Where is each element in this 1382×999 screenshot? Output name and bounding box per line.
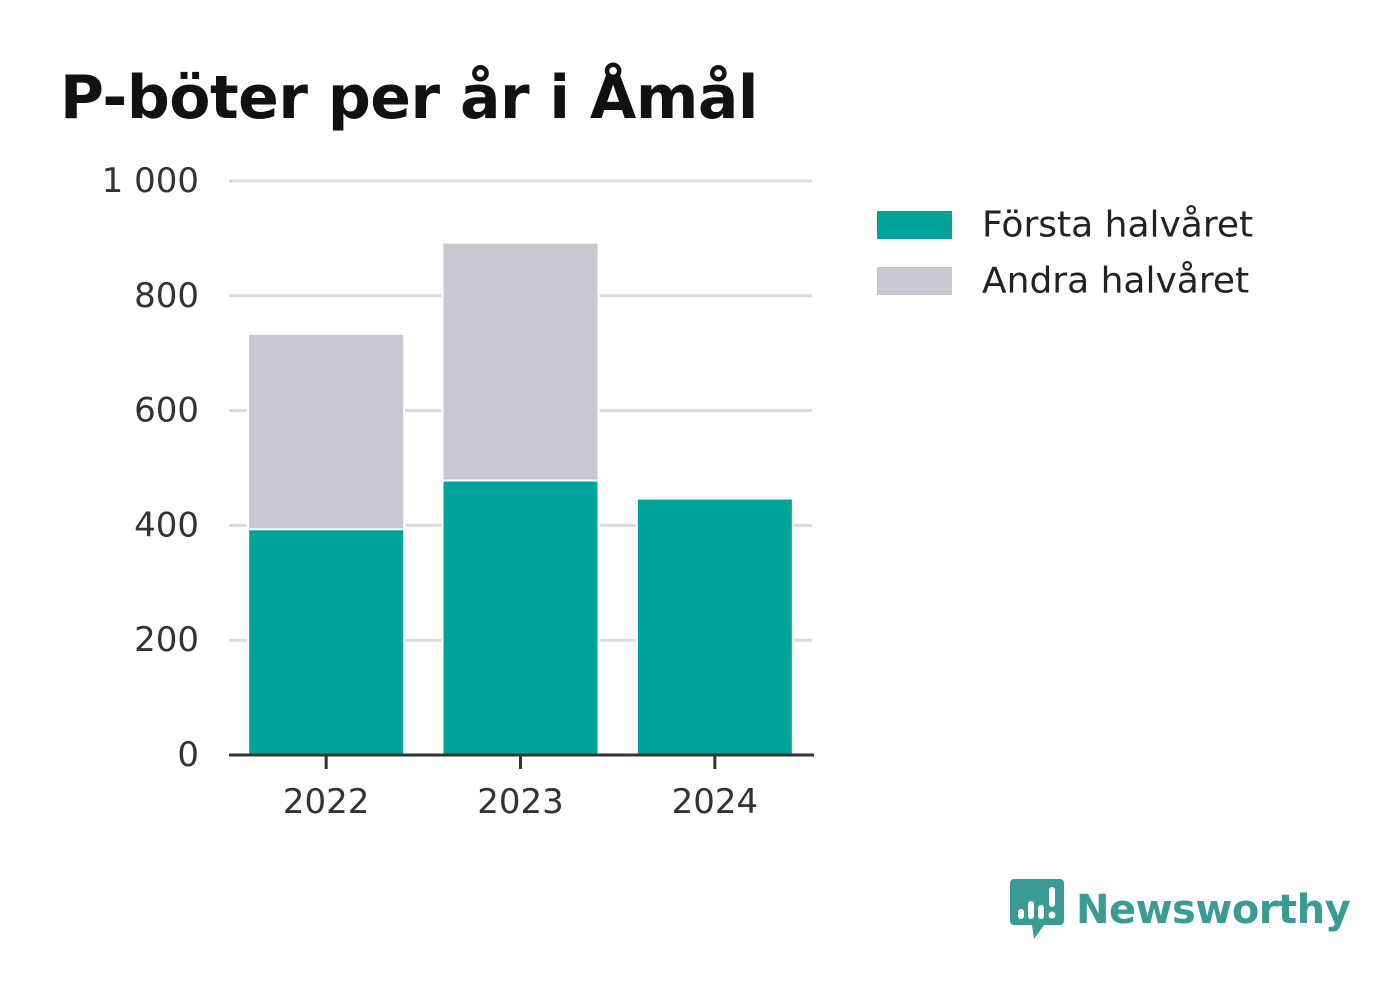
legend: Första halvåret Andra halvåret (877, 205, 1253, 302)
y-tick-label: 600 (134, 391, 199, 431)
bar-2023-series-1 (441, 477, 600, 757)
y-tick-label: 400 (134, 505, 199, 545)
legend-label-2: Andra halvåret (982, 261, 1249, 302)
y-tick-label: 0 (177, 735, 199, 775)
legend-label-1: Första halvåret (982, 205, 1253, 246)
x-tick-label-2024: 2024 (672, 782, 759, 822)
brand-name: Newsworthy (1076, 887, 1351, 933)
y-tick-label: 1 000 (102, 161, 199, 201)
brand-logo: Newsworthy (1010, 878, 1351, 942)
legend-swatch-1 (877, 211, 952, 239)
bar-2022-series-1 (247, 526, 406, 758)
x-tick-label-2022: 2022 (283, 782, 370, 822)
chart-title: P-böter per år i Åmål (60, 63, 758, 133)
y-tick-label: 800 (134, 276, 199, 316)
y-tick-label: 200 (134, 620, 199, 660)
bar-2023-series-2 (441, 241, 600, 482)
axes: 0 200 400 600 800 1 000 2022 2023 2024 (102, 161, 814, 822)
bar-2024-series-1 (635, 497, 794, 757)
bars (247, 241, 794, 758)
newsworthy-logo-icon (1010, 879, 1064, 939)
legend-swatch-2 (877, 267, 952, 295)
bar-2022-series-2 (247, 332, 406, 531)
x-tick-label-2023: 2023 (477, 782, 564, 822)
